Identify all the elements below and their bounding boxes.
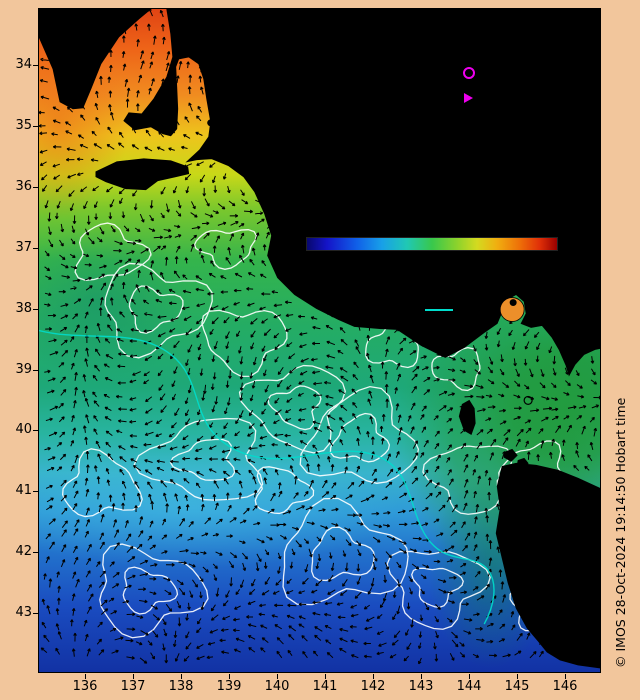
y-axis-label: 37 (15, 240, 32, 255)
landmass-tasmania (495, 462, 600, 669)
x-axis-tickmark (325, 674, 326, 679)
landmass-mainland-southeast (123, 9, 600, 377)
copyright-text: © IMOS 28-Oct-2024 19:14:50 Hobart time (613, 397, 628, 668)
y-axis-label: 42 (15, 544, 32, 559)
city-dot-melbourne (509, 299, 517, 307)
y-axis-tickmark (33, 187, 38, 188)
x-axis-label: 144 (456, 679, 482, 694)
map-plot-frame: 23-Oct-2024 13:15Z Altimetric sealevel (0… (38, 8, 601, 673)
x-axis-label: 142 (360, 679, 386, 694)
sealevel-contour-lines (61, 222, 572, 639)
y-axis-label: 38 (15, 301, 32, 316)
landmass-eyre-peninsula (39, 9, 152, 110)
x-axis-tickmark (373, 674, 374, 679)
sst-velocity-map (39, 9, 600, 672)
x-axis-tickmark (277, 674, 278, 679)
x-axis-tickmark (181, 674, 182, 679)
y-axis-tickmark (33, 65, 38, 66)
city-dot-adelaide (207, 119, 215, 127)
x-axis-tickmark (565, 674, 566, 679)
y-axis-tickmark (33, 430, 38, 431)
y-axis-label: 43 (15, 605, 32, 620)
y-axis-tickmark (33, 613, 38, 614)
y-axis-label: 34 (15, 57, 32, 72)
y-axis-label: 40 (15, 422, 32, 437)
y-axis-tickmark (33, 552, 38, 553)
y-axis-label: 35 (15, 118, 32, 133)
isobath-200m-line (39, 329, 495, 625)
x-axis-tickmark (469, 674, 470, 679)
y-axis-tickmark (33, 248, 38, 249)
x-axis-tickmark (85, 674, 86, 679)
y-axis-tickmark (33, 370, 38, 371)
landmass-kangaroo-island (95, 158, 190, 191)
x-axis-label: 143 (408, 679, 434, 694)
y-axis-tickmark (33, 126, 38, 127)
x-axis-label: 146 (552, 679, 578, 694)
x-axis-tickmark (517, 674, 518, 679)
sst-patch-teal (39, 228, 194, 379)
landmass-king-island (458, 399, 476, 435)
x-axis-label: 136 (72, 679, 98, 694)
x-axis-label: 139 (216, 679, 242, 694)
x-axis-label: 145 (504, 679, 530, 694)
port-phillip-bay (499, 297, 525, 322)
x-axis-label: 137 (120, 679, 146, 694)
soop-observation-marker (523, 395, 533, 406)
y-axis-label: 36 (15, 179, 32, 194)
x-axis-label: 141 (312, 679, 338, 694)
x-axis-tickmark (421, 674, 422, 679)
y-axis-label: 41 (15, 483, 32, 498)
y-axis-tickmark (33, 309, 38, 310)
velocity-arrow-field (39, 9, 600, 665)
y-axis-tickmark (33, 491, 38, 492)
x-axis-tickmark (229, 674, 230, 679)
x-axis-tickmark (133, 674, 134, 679)
x-axis-label: 138 (168, 679, 194, 694)
x-axis-label: 140 (264, 679, 290, 694)
y-axis-label: 39 (15, 362, 32, 377)
